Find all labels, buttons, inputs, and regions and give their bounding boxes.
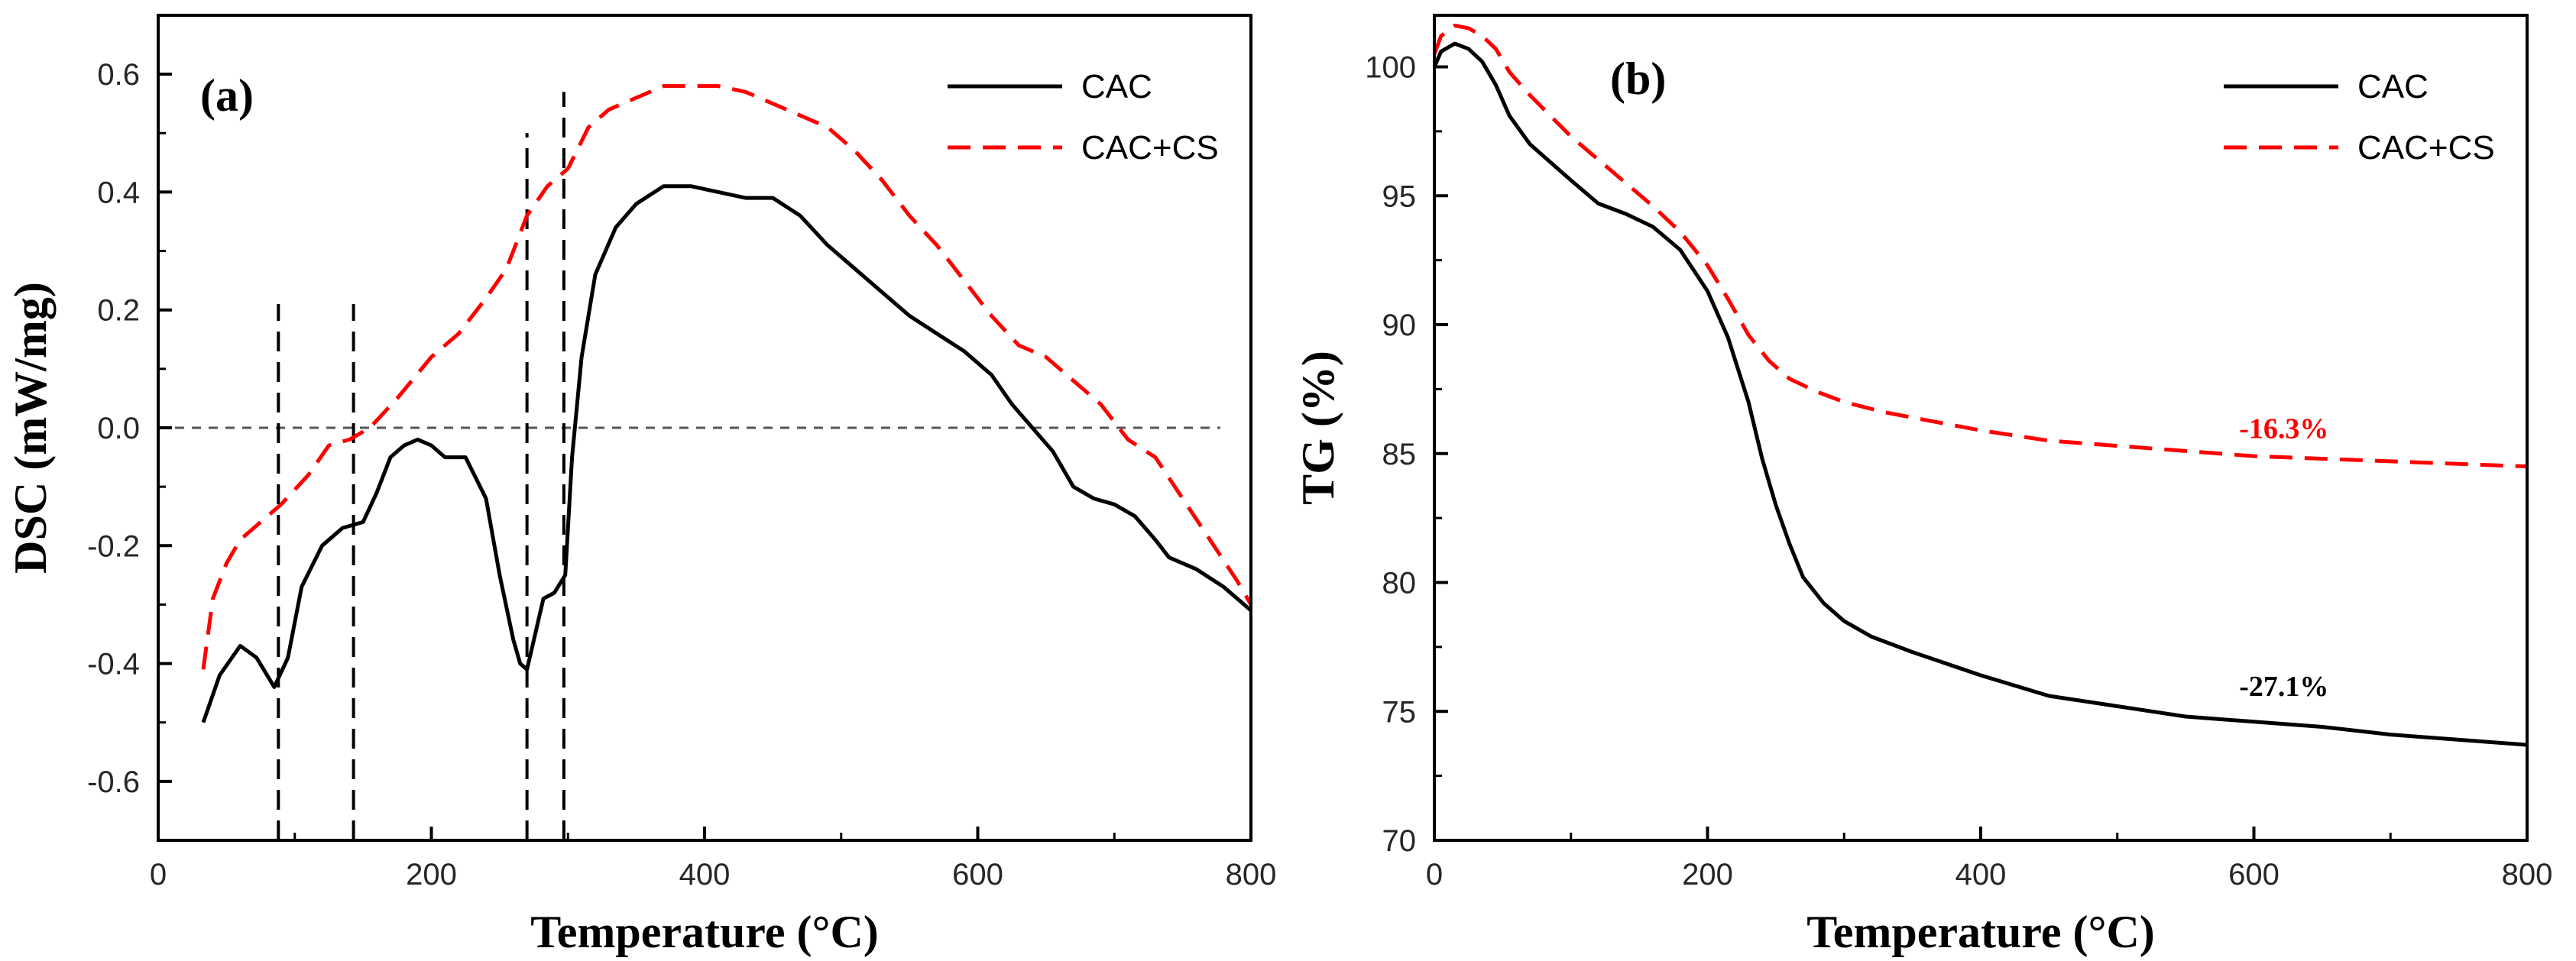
loss-annotation: -27.1% xyxy=(2239,671,2328,703)
y-tick-label: 0.4 xyxy=(97,176,140,209)
series-line-cac-plus-cs xyxy=(1432,24,2528,469)
y-axis-title: TG (%) xyxy=(1293,351,1343,505)
legend-label: CAC+CS xyxy=(2357,129,2495,167)
panel-label: (a) xyxy=(200,70,254,121)
y-tick-label: 0.2 xyxy=(97,294,140,328)
y-tick-label: -0.2 xyxy=(87,529,140,563)
y-tick-label: 75 xyxy=(1382,695,1417,729)
legend-label: CAC xyxy=(1081,68,1152,105)
x-tick-label: 400 xyxy=(679,858,731,891)
x-tick-label: 600 xyxy=(2228,858,2280,891)
x-tick-label: 0 xyxy=(150,858,167,891)
chart-panel-b: 0 200 400 600 800 70 75 80 85 90 95 100 Temperature … xyxy=(1293,14,2553,957)
y-tick-label: 100 xyxy=(1365,51,1416,85)
chart-panel-a: 0 200 400 600 800 -0.6 -0.4 -0.2 0.0 0.2 0.4 0.6 Tem… xyxy=(5,14,1277,957)
series-line-cac xyxy=(1432,41,2528,747)
loss-annotation: -16.3% xyxy=(2239,413,2328,445)
series-line-cac xyxy=(201,184,1252,723)
x-tick-label: 200 xyxy=(406,858,457,891)
y-tick-label: 90 xyxy=(1382,309,1417,342)
legend: CAC CAC+CS xyxy=(2224,68,2495,167)
y-tick-label: 85 xyxy=(1382,438,1417,471)
x-tick-label: 800 xyxy=(2502,858,2553,891)
x-axis-title: Temperature (°C) xyxy=(1806,907,2155,957)
y-tick-label: 95 xyxy=(1382,180,1417,213)
y-tick-label: -0.6 xyxy=(87,765,140,799)
x-tick-label: 600 xyxy=(952,858,1003,891)
legend-label: CAC+CS xyxy=(1081,129,1219,167)
x-tick-label: 400 xyxy=(1955,858,2007,891)
x-tick-label: 0 xyxy=(1426,858,1443,891)
y-axis-title: DSC (mW/mg) xyxy=(5,282,56,574)
y-tick-label: 0.6 xyxy=(97,58,140,92)
x-tick-label: 200 xyxy=(1682,858,1733,891)
legend: CAC CAC+CS xyxy=(948,68,1219,167)
y-tick-label: 0.0 xyxy=(97,412,140,445)
y-tick-label: 80 xyxy=(1382,567,1417,600)
y-tick-label: -0.4 xyxy=(87,648,140,681)
x-axis-title: Temperature (°C) xyxy=(530,907,879,957)
panel-label: (b) xyxy=(1610,53,1666,104)
series-line-cac-plus-cs xyxy=(201,84,1253,670)
y-tick-label: 70 xyxy=(1382,824,1417,858)
x-tick-label: 800 xyxy=(1226,858,1277,891)
legend-label: CAC xyxy=(2357,68,2429,105)
